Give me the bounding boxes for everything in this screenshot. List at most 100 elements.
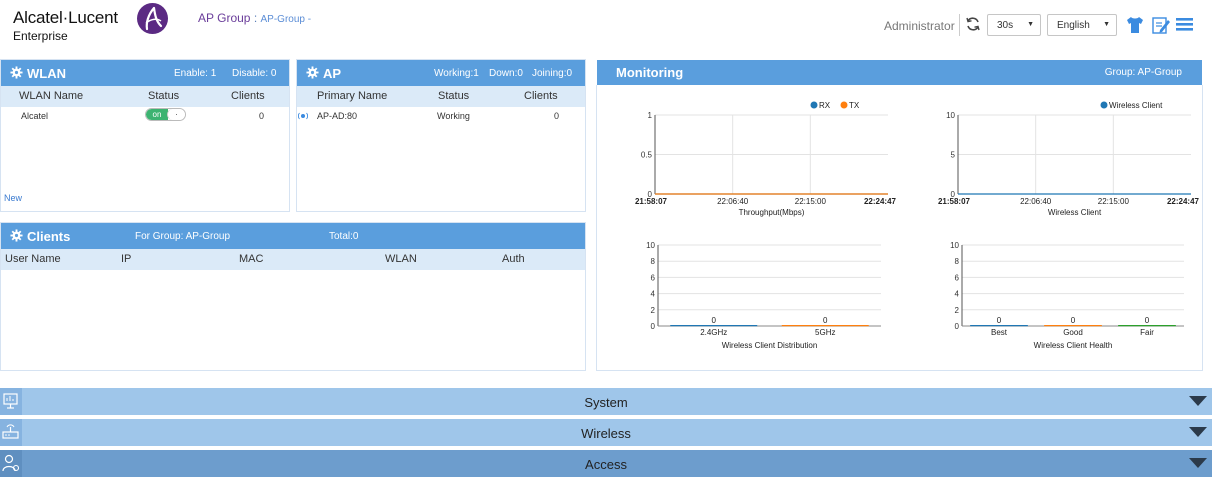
y-tick-label: 0.5 (641, 151, 653, 160)
gear-icon[interactable] (10, 66, 23, 79)
column-header[interactable]: User Name (5, 253, 61, 265)
ap-working-count: Working:1 (434, 68, 479, 79)
x-tick-label: 22:06:40 (717, 197, 749, 206)
column-header[interactable]: Clients (524, 90, 558, 102)
clients-for-group: For Group: AP-Group (135, 231, 231, 242)
refresh-interval-select[interactable]: 30s ▼ (987, 14, 1041, 36)
x-tick-label: Good (1063, 328, 1083, 337)
alcatel-logo-icon (137, 3, 168, 34)
x-axis-title: Wireless Client (1048, 208, 1102, 217)
header-divider (959, 14, 960, 36)
column-header[interactable]: Auth (502, 253, 525, 265)
x-tick-label: 22:06:40 (1020, 197, 1052, 206)
wlan-panel-title: WLAN (27, 66, 66, 81)
y-tick-label: 6 (955, 273, 960, 282)
column-header[interactable]: WLAN Name (19, 90, 84, 102)
x-tick-label: 22:24:47 (1167, 197, 1200, 206)
monitoring-group: Group: AP-Group (1104, 67, 1182, 78)
wlan-table-header: WLAN Name Status Clients (1, 86, 289, 107)
group-separator: : (253, 11, 258, 25)
bar (781, 325, 869, 327)
page-title: AP Group : AP-Group - (198, 11, 311, 25)
x-tick-label: 5GHz (815, 328, 835, 337)
x-axis-title: Throughput(Mbps) (739, 208, 805, 217)
gear-icon[interactable] (306, 66, 319, 79)
y-tick-label: 2 (651, 306, 656, 315)
x-tick-label: 21:58:07 (938, 197, 971, 206)
chevron-down-icon[interactable] (1188, 422, 1208, 442)
top-header: Alcatel·Lucent Enterprise AP Group : AP-… (0, 0, 1212, 50)
column-header[interactable]: Primary Name (317, 90, 388, 102)
y-tick-label: 4 (955, 290, 960, 299)
wlan-status-toggle[interactable]: on . (145, 108, 186, 121)
accordion-system[interactable]: System (0, 388, 1212, 415)
column-header[interactable]: Status (148, 90, 180, 102)
column-header[interactable]: WLAN (385, 253, 417, 265)
wlan-panel: WLAN Enable: 1 Disable: 0 WLAN Name Stat… (0, 59, 290, 212)
menu-icon[interactable] (1175, 15, 1195, 35)
clients-panel-header: Clients For Group: AP-Group Total:0 (1, 223, 585, 249)
column-header[interactable]: Clients (231, 90, 265, 102)
ap-table-header: Primary Name Status Clients (297, 86, 585, 107)
edit-icon[interactable] (1151, 15, 1171, 35)
clients-panel: Clients For Group: AP-Group Total:0 User… (0, 222, 586, 371)
clients-panel-title: Clients (27, 229, 71, 244)
wlan-name-cell[interactable]: Alcatel (21, 111, 49, 121)
language-select[interactable]: English ▼ (1047, 14, 1117, 36)
y-tick-label: 10 (950, 241, 959, 250)
group-value[interactable]: AP-Group - (260, 14, 312, 25)
shirt-icon[interactable] (1125, 15, 1145, 35)
user-settings-icon (2, 454, 20, 472)
legend-marker (1100, 101, 1108, 109)
monitor-icon (3, 393, 18, 409)
x-axis-title: Wireless Client Distribution (722, 341, 818, 350)
bar (1044, 325, 1102, 327)
x-tick-label: Fair (1140, 328, 1154, 337)
ap-down-count: Down:0 (489, 68, 523, 79)
router-icon (2, 424, 19, 439)
ap-status-cell: Working (437, 111, 470, 121)
chevron-down-icon: ▼ (1027, 21, 1034, 28)
x-tick-label: 22:24:47 (864, 197, 897, 206)
accordion-wireless[interactable]: Wireless (0, 419, 1212, 446)
ap-name-cell[interactable]: AP-AD:80 (317, 111, 358, 121)
y-tick-label: 6 (651, 273, 656, 282)
ap-panel-header: AP Working:1 Down:0 Joining:0 (297, 60, 585, 86)
wlan-disable-count: Disable: 0 (232, 68, 277, 79)
new-wlan-link[interactable]: New (4, 193, 23, 203)
brand-name: Alcatel·Lucent (13, 8, 118, 27)
y-tick-label: 0 (955, 322, 960, 331)
column-header[interactable]: IP (121, 253, 132, 265)
y-tick-label: 10 (646, 241, 655, 250)
y-tick-label: 2 (955, 306, 960, 315)
language-value: English (1057, 20, 1090, 31)
accordion-access-label: Access (585, 457, 627, 472)
y-tick-label: 10 (946, 111, 955, 120)
legend-label: TX (849, 101, 860, 110)
user-name[interactable]: Administrator (884, 19, 955, 33)
chevron-down-icon[interactable] (1188, 391, 1208, 411)
bar-value-label: 0 (1071, 316, 1076, 325)
ap-panel-title: AP (323, 66, 342, 81)
refresh-interval-value: 30s (997, 20, 1014, 31)
x-tick-label: 21:58:07 (635, 197, 668, 206)
refresh-icon[interactable] (965, 16, 981, 32)
accordion-system-label: System (584, 395, 628, 410)
monitoring-charts: 0 0.5 1 21:58:07 22:06:40 22:15:00 22:24:47 RX T… (635, 101, 1200, 350)
ap-clients-cell: 0 (554, 111, 560, 121)
gear-icon[interactable] (10, 229, 23, 242)
legend-label: Wireless Client (1109, 101, 1163, 110)
y-tick-label: 0 (651, 322, 656, 331)
bar-value-label: 0 (823, 316, 828, 325)
column-header[interactable]: Status (438, 90, 470, 102)
y-tick-label: 5 (951, 151, 956, 160)
chevron-down-icon[interactable] (1188, 453, 1208, 473)
bar (970, 325, 1028, 327)
accordion-access[interactable]: Access (0, 450, 1212, 477)
column-header[interactable]: MAC (239, 253, 264, 265)
wlan-enable-count: Enable: 1 (174, 68, 217, 79)
brand-subtitle: Enterprise (13, 29, 68, 43)
bar (670, 325, 758, 327)
legend-marker (840, 101, 848, 109)
wlan-clients-cell: 0 (259, 111, 265, 121)
